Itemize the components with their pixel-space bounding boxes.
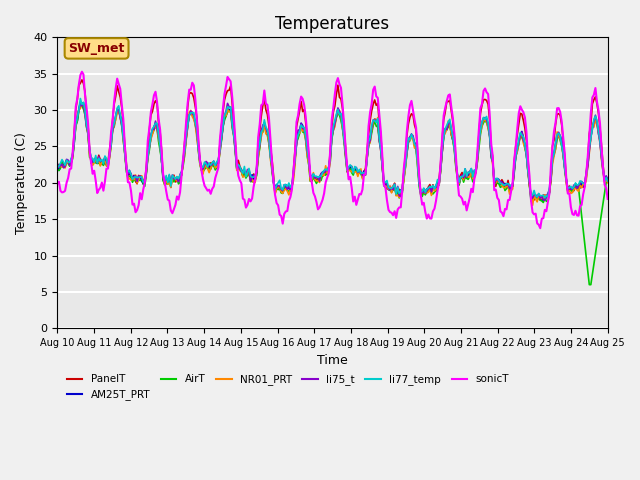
sonicT [122, 163, 130, 168]
li77_temp [77, 96, 84, 101]
li75_t [296, 127, 303, 132]
PanelT [78, 77, 86, 83]
sonicT [78, 69, 86, 74]
AM25T_PRT [219, 124, 227, 130]
AM25T_PRT [54, 164, 61, 169]
li75_t [218, 137, 225, 143]
li75_t [54, 161, 61, 167]
li77_temp [246, 173, 254, 179]
li77_temp [604, 178, 612, 184]
sonicT [54, 181, 61, 187]
li75_t [576, 180, 584, 186]
AirT [237, 168, 245, 174]
li77_temp [237, 168, 245, 173]
AM25T_PRT [576, 185, 584, 191]
li77_temp [54, 165, 61, 170]
NR01_PRT [576, 182, 584, 188]
PanelT [576, 179, 584, 184]
Line: li77_temp: li77_temp [58, 98, 608, 198]
AirT [77, 102, 84, 108]
li75_t [246, 179, 254, 184]
li75_t [224, 100, 232, 106]
NR01_PRT [122, 165, 130, 170]
Line: sonicT: sonicT [58, 72, 608, 228]
Text: SW_met: SW_met [68, 42, 125, 55]
AirT [296, 131, 303, 136]
PanelT [237, 167, 245, 172]
li75_t [604, 177, 612, 182]
NR01_PRT [54, 164, 61, 170]
PanelT [604, 179, 612, 184]
sonicT [219, 106, 227, 111]
NR01_PRT [219, 123, 227, 129]
Line: PanelT: PanelT [58, 80, 608, 200]
AirT [246, 179, 254, 184]
NR01_PRT [246, 177, 254, 182]
NR01_PRT [237, 168, 245, 174]
li77_temp [541, 195, 548, 201]
li77_temp [219, 122, 227, 128]
PanelT [122, 161, 130, 167]
AirT [604, 180, 612, 185]
AM25T_PRT [540, 198, 547, 204]
NR01_PRT [78, 100, 86, 106]
NR01_PRT [529, 203, 536, 208]
sonicT [237, 180, 245, 186]
AirT [575, 185, 582, 191]
Title: Temperatures: Temperatures [275, 15, 390, 33]
AM25T_PRT [237, 167, 245, 172]
Line: li75_t: li75_t [58, 103, 608, 200]
AirT [122, 169, 130, 175]
Legend: PanelT, AM25T_PRT, AirT, NR01_PRT, li75_t, li77_temp, sonicT: PanelT, AM25T_PRT, AirT, NR01_PRT, li75_… [63, 370, 513, 405]
X-axis label: Time: Time [317, 354, 348, 367]
PanelT [536, 197, 544, 203]
PanelT [219, 110, 227, 116]
Line: AM25T_PRT: AM25T_PRT [58, 102, 608, 201]
Line: AirT: AirT [58, 105, 608, 285]
PanelT [54, 163, 61, 169]
sonicT [536, 225, 544, 231]
li77_temp [122, 163, 130, 168]
PanelT [296, 108, 303, 114]
sonicT [296, 101, 303, 107]
PanelT [246, 177, 254, 183]
AirT [586, 282, 593, 288]
Y-axis label: Temperature (C): Temperature (C) [15, 132, 28, 234]
NR01_PRT [604, 180, 612, 186]
li77_temp [576, 178, 584, 184]
AirT [54, 167, 61, 173]
li75_t [541, 197, 548, 203]
sonicT [604, 196, 612, 202]
AM25T_PRT [296, 129, 303, 135]
sonicT [246, 198, 254, 204]
li75_t [237, 168, 245, 174]
Line: NR01_PRT: NR01_PRT [58, 103, 608, 205]
AM25T_PRT [604, 177, 612, 183]
AM25T_PRT [122, 166, 130, 172]
NR01_PRT [296, 131, 303, 136]
AirT [219, 124, 227, 130]
AM25T_PRT [246, 175, 254, 181]
li77_temp [296, 129, 303, 134]
li75_t [121, 150, 129, 156]
sonicT [576, 203, 584, 209]
AM25T_PRT [77, 99, 84, 105]
